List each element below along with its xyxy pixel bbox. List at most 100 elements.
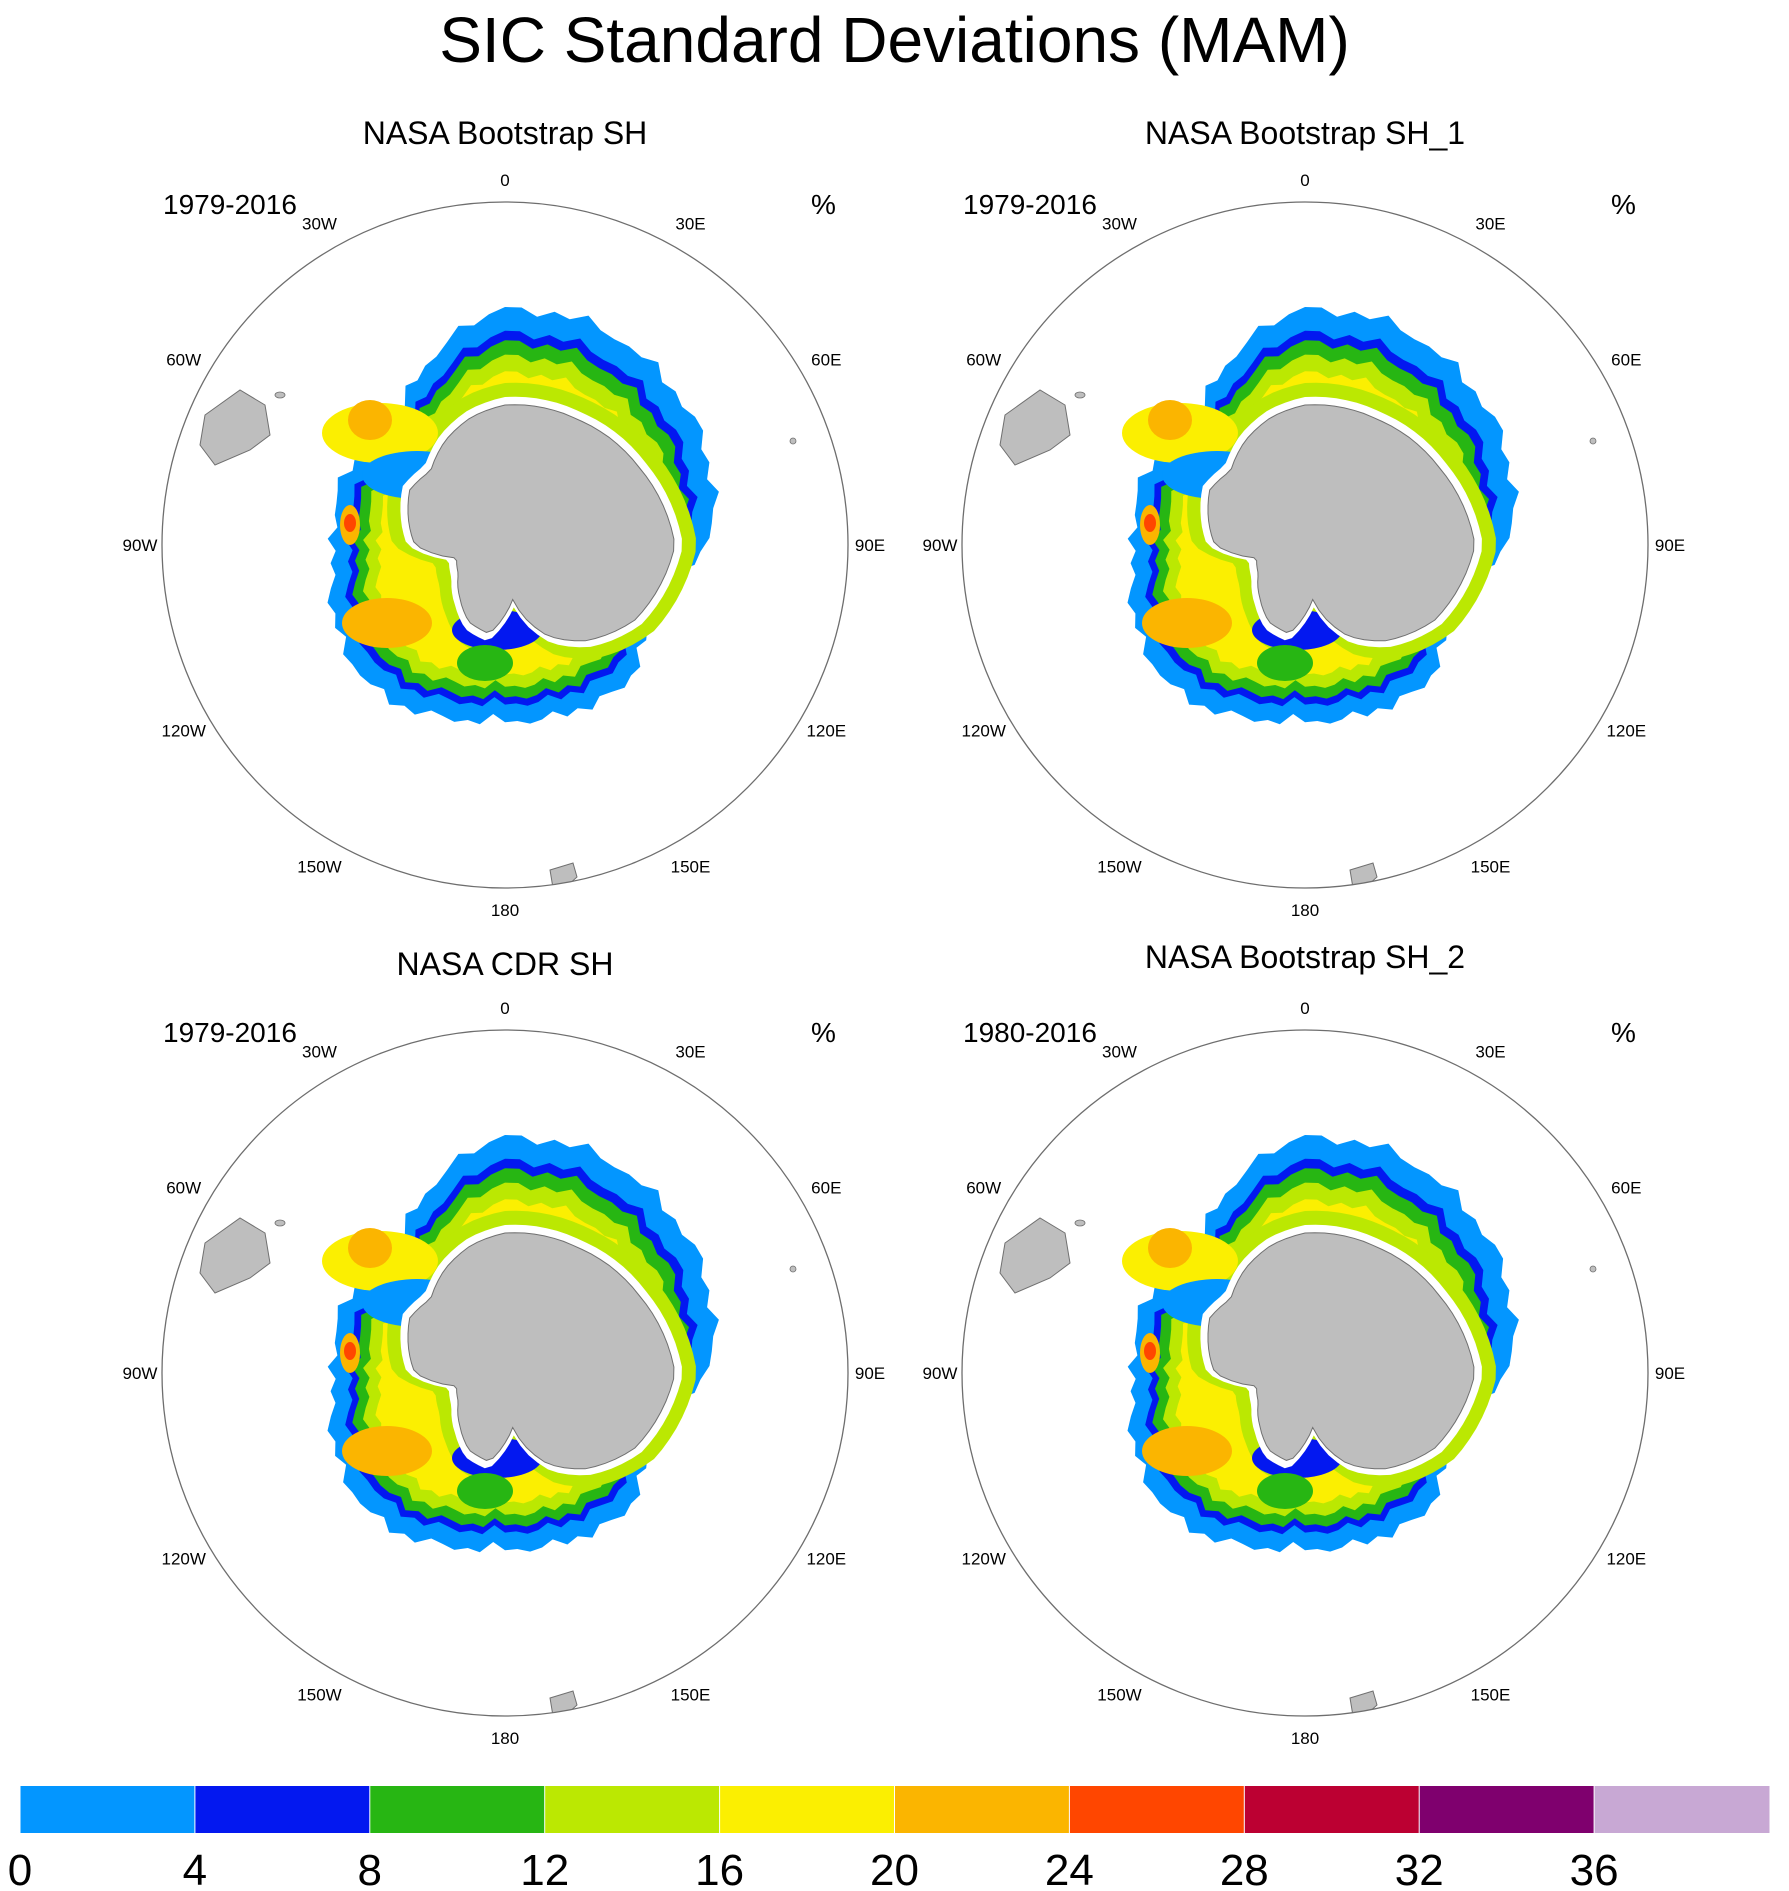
longitude-label: 30E bbox=[675, 215, 705, 234]
longitude-label: 0 bbox=[1300, 999, 1309, 1018]
colorbar-bin bbox=[20, 1786, 196, 1833]
colorbar-tick-label: 8 bbox=[358, 1846, 382, 1891]
longitude-label: 120W bbox=[161, 1550, 205, 1569]
map-panel: 0 30E 60E 90E 120E 150E 180 150W 120W 90W 60W 30W NA… bbox=[123, 115, 886, 920]
colorbar-tick-label: 12 bbox=[520, 1846, 569, 1891]
map-boundary bbox=[961, 1029, 1649, 1717]
panel-title: NASA Bootstrap SH_1 bbox=[1145, 115, 1465, 151]
colorbar-tick-label: 0 bbox=[8, 1846, 32, 1891]
ross-mid-band bbox=[457, 1473, 513, 1509]
colorbar-tick-label: 4 bbox=[183, 1846, 207, 1891]
amundsen-peak bbox=[342, 1426, 432, 1476]
antarctica-landmass bbox=[1207, 404, 1475, 642]
kerguelen-island bbox=[1589, 437, 1597, 445]
unit-label: % bbox=[811, 189, 836, 220]
colorbar-bin bbox=[719, 1786, 895, 1833]
longitude-label: 120W bbox=[161, 722, 205, 741]
falkland-islands bbox=[274, 391, 286, 399]
kerguelen-island bbox=[789, 1265, 797, 1273]
longitude-label: 120E bbox=[1606, 1550, 1646, 1569]
longitude-label: 60E bbox=[811, 351, 841, 370]
longitude-label: 90E bbox=[1655, 536, 1685, 555]
longitude-label: 30E bbox=[1475, 215, 1505, 234]
period-label: 1979-2016 bbox=[963, 189, 1097, 220]
weddell-peak bbox=[348, 400, 392, 440]
longitude-label: 0 bbox=[500, 999, 509, 1018]
colorbar-tick-label: 24 bbox=[1045, 1846, 1094, 1891]
longitude-label: 30E bbox=[675, 1043, 705, 1062]
longitude-label: 30W bbox=[1102, 215, 1137, 234]
longitude-label: 60E bbox=[811, 1179, 841, 1198]
period-label: 1979-2016 bbox=[163, 189, 297, 220]
kerguelen-island bbox=[789, 437, 797, 445]
colorbar-tick-label: 32 bbox=[1395, 1846, 1444, 1891]
ross-mid-band bbox=[457, 645, 513, 681]
longitude-label: 30W bbox=[1102, 1043, 1137, 1062]
longitude-label: 90W bbox=[923, 1364, 958, 1383]
colorbar-bin bbox=[894, 1786, 1070, 1833]
longitude-label: 150W bbox=[297, 1685, 341, 1704]
longitude-label: 120W bbox=[961, 1550, 1005, 1569]
map-panel: 0 30E 60E 90E 120E 150E 180 150W 120W 90W 60W 30W NA… bbox=[923, 939, 1686, 1748]
longitude-label: 90W bbox=[923, 536, 958, 555]
colorbar-tick-label: 20 bbox=[870, 1846, 919, 1891]
panel-title: NASA CDR SH bbox=[397, 946, 614, 982]
longitude-label: 90E bbox=[855, 536, 885, 555]
colorbar-bin bbox=[369, 1786, 546, 1833]
weddell-peak bbox=[1148, 400, 1192, 440]
longitude-label: 30W bbox=[302, 215, 337, 234]
antarctica-landmass bbox=[1207, 1232, 1475, 1470]
colorbar-bin bbox=[1419, 1786, 1595, 1833]
longitude-label: 60W bbox=[966, 1179, 1001, 1198]
longitude-label: 60E bbox=[1611, 1179, 1641, 1198]
map-panel: 0 30E 60E 90E 120E 150E 180 150W 120W 90W 60W 30W NA… bbox=[923, 115, 1686, 920]
falkland-islands bbox=[1074, 1219, 1086, 1227]
weddell-peak bbox=[348, 1228, 392, 1268]
longitude-label: 60W bbox=[966, 351, 1001, 370]
longitude-label: 150E bbox=[671, 1685, 711, 1704]
period-label: 1980-2016 bbox=[963, 1017, 1097, 1048]
longitude-label: 0 bbox=[1300, 171, 1309, 190]
unit-label: % bbox=[1611, 189, 1636, 220]
longitude-label: 180 bbox=[1291, 1729, 1319, 1748]
south-america-landmass bbox=[199, 389, 271, 466]
antarctica-landmass bbox=[407, 404, 675, 642]
map-boundary bbox=[961, 201, 1649, 889]
longitude-label: 90W bbox=[123, 1364, 158, 1383]
colorbar-bin bbox=[1594, 1786, 1770, 1833]
colorbar-bin bbox=[1069, 1786, 1245, 1833]
panel-title: NASA Bootstrap SH bbox=[363, 115, 648, 151]
falkland-islands bbox=[274, 1219, 286, 1227]
colorbar-tick-label: 28 bbox=[1220, 1846, 1269, 1891]
figure-title: SIC Standard Deviations (MAM) bbox=[439, 4, 1350, 76]
longitude-label: 150W bbox=[297, 857, 341, 876]
longitude-label: 90W bbox=[123, 536, 158, 555]
map-boundary bbox=[161, 201, 849, 889]
unit-label: % bbox=[1611, 1017, 1636, 1048]
falkland-islands bbox=[1074, 391, 1086, 399]
panel-title: NASA Bootstrap SH_2 bbox=[1145, 939, 1465, 975]
map-boundary bbox=[161, 1029, 849, 1717]
ross-mid-band bbox=[1257, 645, 1313, 681]
longitude-label: 120W bbox=[961, 722, 1005, 741]
amundsen-peak bbox=[1142, 598, 1232, 648]
longitude-label: 150E bbox=[1471, 857, 1511, 876]
longitude-label: 150E bbox=[671, 857, 711, 876]
longitude-label: 180 bbox=[491, 1729, 519, 1748]
peninsula-max bbox=[344, 1342, 356, 1360]
longitude-label: 120E bbox=[806, 1550, 846, 1569]
ross-mid-band bbox=[1257, 1473, 1313, 1509]
colorbar-bin bbox=[544, 1786, 721, 1833]
longitude-label: 30E bbox=[1475, 1043, 1505, 1062]
longitude-label: 180 bbox=[1291, 901, 1319, 920]
longitude-label: 30W bbox=[302, 1043, 337, 1062]
longitude-label: 90E bbox=[855, 1364, 885, 1383]
unit-label: % bbox=[811, 1017, 836, 1048]
longitude-label: 60W bbox=[166, 351, 201, 370]
kerguelen-island bbox=[1589, 1265, 1597, 1273]
longitude-label: 60W bbox=[166, 1179, 201, 1198]
colorbar-bin bbox=[194, 1786, 371, 1833]
colorbar-tick-label: 16 bbox=[695, 1846, 744, 1891]
longitude-label: 150W bbox=[1097, 1685, 1141, 1704]
